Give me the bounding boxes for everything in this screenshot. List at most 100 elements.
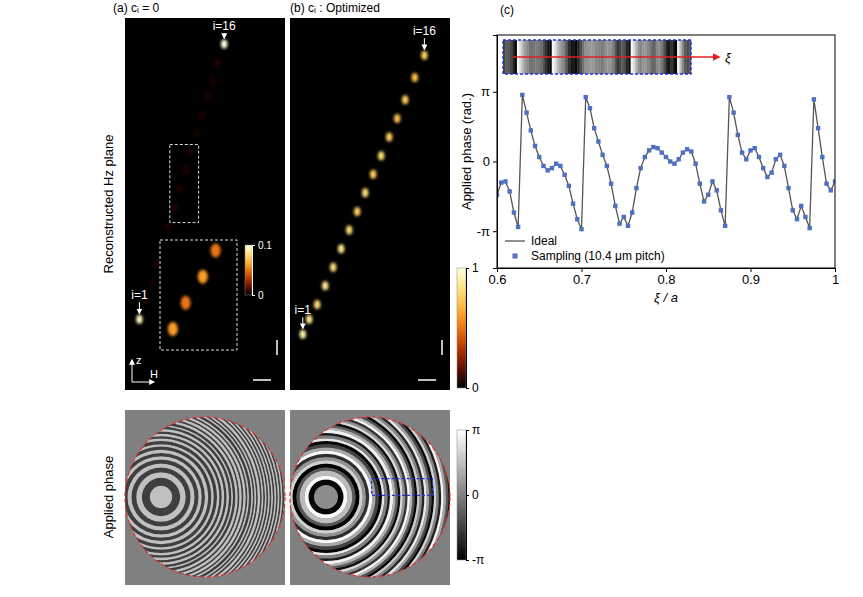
phase-ring bbox=[292, 463, 359, 530]
spot bbox=[314, 300, 320, 309]
marker bbox=[791, 208, 795, 212]
aperture-outline bbox=[125, 417, 285, 577]
y-axis-tick-label: π bbox=[481, 84, 490, 99]
marker bbox=[600, 153, 604, 157]
plot-marks bbox=[497, 40, 835, 231]
marker bbox=[681, 150, 685, 154]
x-axis-title: ξ / a bbox=[654, 290, 678, 305]
marker bbox=[761, 166, 765, 170]
spot bbox=[402, 95, 408, 104]
marker bbox=[622, 215, 626, 219]
phase-ring bbox=[46, 382, 276, 597]
marker bbox=[731, 110, 735, 114]
inset-colorbar-axis-tick-label: 0 bbox=[258, 290, 264, 301]
marker bbox=[803, 215, 807, 219]
legend-label: Sampling (10.4 μm pitch) bbox=[531, 249, 665, 263]
spot bbox=[154, 259, 160, 268]
y-axis-tick-mark bbox=[493, 231, 497, 232]
spot bbox=[394, 114, 400, 123]
marker bbox=[706, 193, 710, 197]
marker bbox=[719, 208, 723, 212]
intensity-colorbar-axis-tick-label: 1 bbox=[472, 261, 479, 275]
marker bbox=[541, 164, 545, 168]
image-background bbox=[125, 18, 285, 390]
phase-ring bbox=[216, 387, 437, 597]
axis-indicator-label: z bbox=[136, 354, 142, 366]
marker bbox=[613, 204, 617, 208]
phase-colorbar-axis-tick-mark bbox=[466, 495, 469, 496]
marker bbox=[579, 227, 583, 231]
zoom-box bbox=[170, 144, 199, 222]
phase-ring bbox=[52, 388, 270, 597]
marker bbox=[558, 164, 562, 168]
axis-arrow bbox=[132, 382, 154, 383]
y-axis-tick: 0 bbox=[483, 154, 497, 169]
inset-background bbox=[160, 240, 237, 350]
marker bbox=[795, 217, 799, 221]
x-axis-tick: 1 bbox=[832, 268, 839, 287]
phase-ring bbox=[142, 478, 180, 516]
phase-ring bbox=[71, 407, 252, 588]
x-axis-tick: 0.6 bbox=[488, 268, 506, 287]
spot bbox=[322, 281, 328, 290]
marker bbox=[829, 188, 833, 192]
spot bbox=[210, 77, 216, 86]
spot bbox=[165, 222, 171, 231]
marker bbox=[748, 148, 752, 152]
point-arrow bbox=[424, 38, 425, 49]
phase-ring bbox=[76, 412, 246, 582]
inset-spot bbox=[181, 296, 191, 310]
spot bbox=[346, 226, 352, 235]
inset-colorbar-axis-line bbox=[253, 246, 256, 296]
spot bbox=[378, 151, 384, 160]
scale-bar bbox=[441, 340, 443, 355]
marker bbox=[638, 166, 642, 170]
y-axis-tick-label: 0 bbox=[483, 154, 490, 169]
spot bbox=[136, 315, 142, 324]
spot bbox=[362, 188, 368, 197]
phase-ring bbox=[91, 427, 232, 568]
spot bbox=[300, 330, 306, 339]
marker bbox=[588, 106, 592, 110]
phase-ring bbox=[218, 389, 434, 597]
intensity-colorbar-axis-tick: 1 bbox=[466, 261, 479, 275]
marker bbox=[609, 181, 613, 185]
panel-title: (c) bbox=[500, 3, 514, 17]
phase-ring bbox=[51, 387, 272, 597]
phase-ring bbox=[254, 425, 398, 569]
marker bbox=[736, 133, 740, 137]
phase-ring bbox=[304, 475, 347, 518]
marker bbox=[520, 93, 524, 97]
x-axis: 0.60.70.80.91 bbox=[488, 268, 839, 287]
x-axis-tick-label: 0.8 bbox=[657, 272, 675, 287]
scale-bar bbox=[418, 379, 436, 381]
phase-ring bbox=[123, 459, 198, 534]
spot bbox=[221, 40, 227, 49]
marker bbox=[820, 155, 824, 159]
marker bbox=[765, 175, 769, 179]
phase-ring bbox=[83, 419, 240, 576]
phase-ring bbox=[105, 441, 217, 553]
legend-label: Ideal bbox=[531, 234, 557, 248]
phase-ring bbox=[79, 415, 244, 580]
phase-ring bbox=[240, 411, 413, 584]
y-axis-tick: -π bbox=[477, 224, 497, 239]
phase-ring bbox=[87, 423, 236, 572]
marker bbox=[824, 181, 828, 185]
marker bbox=[689, 149, 693, 153]
phase-colorbar-axis-tick-label: π bbox=[472, 423, 480, 437]
marker bbox=[562, 173, 566, 177]
x-axis-tick-label: 1 bbox=[832, 272, 839, 287]
phase-ring bbox=[117, 453, 205, 541]
phase-ring bbox=[249, 420, 403, 574]
phase-ring bbox=[38, 374, 284, 597]
marker bbox=[584, 95, 588, 99]
intensity-colorbar-axis-line bbox=[467, 269, 470, 389]
axis-arrow bbox=[132, 360, 133, 382]
phase-ring bbox=[47, 383, 274, 597]
x-axis-tick: 0.9 bbox=[742, 268, 760, 287]
inset-stripe bbox=[508, 40, 511, 74]
inset-stripe bbox=[505, 40, 508, 74]
y-axis-tick: π bbox=[481, 84, 497, 99]
marker bbox=[778, 153, 782, 157]
